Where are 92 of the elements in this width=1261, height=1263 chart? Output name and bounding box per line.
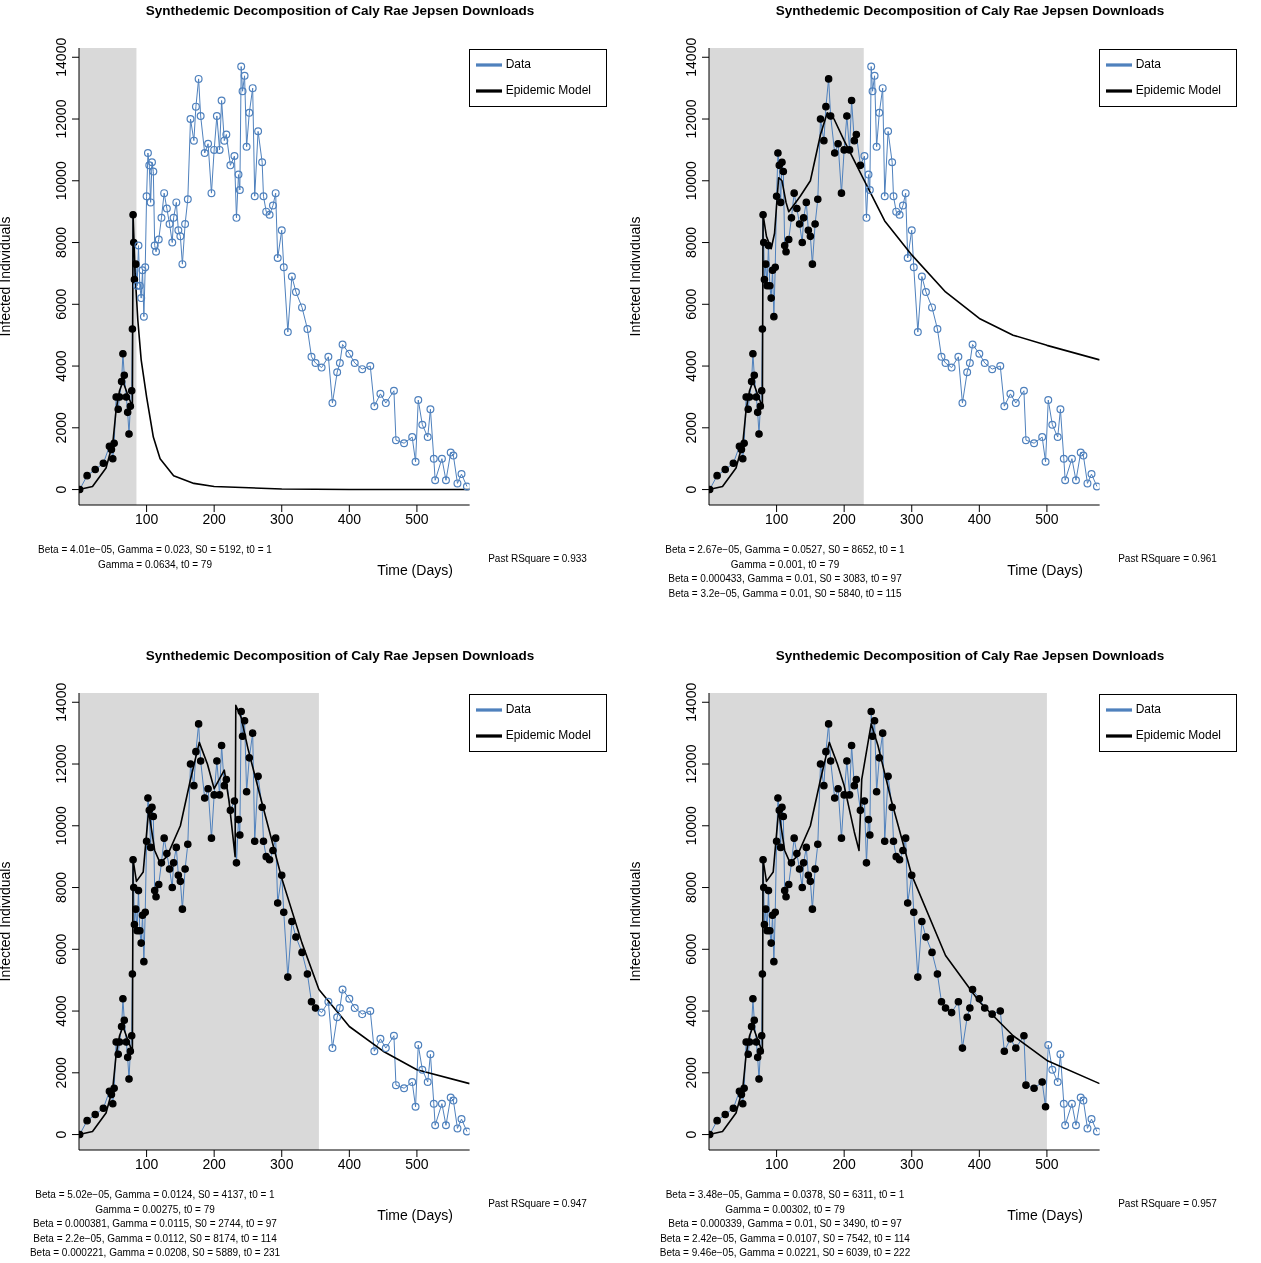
chart-title: Synthedemic Decomposition of Caly Rae Jepsen Downloads <box>774 648 1166 663</box>
legend-label: Epidemic Model <box>1135 728 1221 743</box>
y-tick-label: 4000 <box>53 350 69 382</box>
y-tick-label: 8000 <box>683 226 699 259</box>
y-tick-label: 10000 <box>53 161 69 201</box>
legend-label: Epidemic Model <box>505 728 591 743</box>
y-tick-label: 0 <box>683 485 699 494</box>
y-tick-label: 6000 <box>683 288 699 320</box>
legend-label: Data <box>505 702 531 717</box>
text: Gamma = 0.00302, t0 = 79 <box>724 1202 846 1217</box>
y-tick-label: 2000 <box>683 1057 699 1089</box>
x-tick-label: 300 <box>270 510 294 527</box>
y-tick-label: 8000 <box>683 871 699 904</box>
x-tick-label: 400 <box>967 510 992 527</box>
text: Beta = 2.42e−05, Gamma = 0.0107, S0 = 7542, t0 = 114 <box>659 1231 911 1246</box>
x-tick-label: 400 <box>967 1155 992 1172</box>
x-tick-label: 400 <box>337 510 362 527</box>
text: Beta = 0.000433, Gamma = 0.01, S0 = 3083, t0 = 97 <box>667 572 903 587</box>
text: Past RSquare = 0.947 <box>487 1198 588 1209</box>
y-axis-title: Infected Individuals <box>0 861 13 982</box>
text: Beta = 5.02e−05, Gamma = 0.0124, S0 = 4137, t0 = 1 <box>34 1188 276 1202</box>
legend-label: Data <box>1135 702 1161 717</box>
x-axis-title: Time (Days) <box>1007 562 1083 578</box>
y-tick-label: 14000 <box>683 682 699 722</box>
x-tick-label: 200 <box>202 510 227 527</box>
x-tick-label: 200 <box>202 1155 227 1172</box>
x-axis-title: Time (Days) <box>1007 1207 1083 1223</box>
y-tick-label: 10000 <box>683 806 699 846</box>
y-tick-label: 0 <box>683 1130 699 1139</box>
y-tick-label: 12000 <box>683 744 699 784</box>
y-tick-label: 6000 <box>53 933 69 965</box>
text: Beta = 2.67e−05, Gamma = 0.0527, S0 = 8652, t0 = 1 <box>664 543 906 557</box>
legend-label: Epidemic Model <box>505 83 591 98</box>
text: Beta = 0.000381, Gamma = 0.0115, S0 = 2744, t0 = 97 <box>32 1217 278 1232</box>
x-tick-label: 500 <box>1035 510 1059 527</box>
y-tick-label: 0 <box>53 485 69 494</box>
x-tick-label: 500 <box>405 1155 429 1172</box>
chart-title: Synthedemic Decomposition of Caly Rae Jepsen Downloads <box>144 3 536 18</box>
y-axis-title: Infected Individuals <box>626 216 643 337</box>
x-tick-label: 300 <box>270 1155 294 1172</box>
y-tick-label: 6000 <box>53 288 69 320</box>
x-tick-label: 200 <box>832 510 857 527</box>
y-tick-label: 4000 <box>683 995 699 1027</box>
x-axis-title: Time (Days) <box>377 562 453 578</box>
text: Beta = 3.48e−05, Gamma = 0.0378, S0 = 6311, t0 = 1 <box>664 1188 906 1202</box>
y-tick-label: 12000 <box>53 744 69 784</box>
y-tick-label: 4000 <box>683 350 699 382</box>
y-tick-label: 2000 <box>53 1057 69 1089</box>
y-tick-label: 8000 <box>53 226 69 259</box>
text: Beta = 2.2e−05, Gamma = 0.0112, S0 = 8174, t0 = 114 <box>32 1231 278 1246</box>
chart-title: Synthedemic Decomposition of Caly Rae Jepsen Downloads <box>774 3 1166 18</box>
y-tick-label: 6000 <box>683 933 699 965</box>
y-tick-label: 0 <box>53 1130 69 1139</box>
text: Beta = 3.2e−05, Gamma = 0.01, S0 = 5840, t0 = 115 <box>667 586 903 601</box>
y-tick-label: 8000 <box>53 871 69 904</box>
text: Gamma = 0.0634, t0 = 79 <box>97 557 213 572</box>
y-axis-title: Infected Individuals <box>626 861 643 982</box>
x-tick-label: 100 <box>764 510 789 527</box>
y-tick-label: 10000 <box>683 161 699 201</box>
legend-label: Data <box>1135 57 1161 72</box>
y-tick-label: 2000 <box>683 412 699 444</box>
x-tick-label: 100 <box>134 510 159 527</box>
y-tick-label: 14000 <box>53 682 69 722</box>
y-tick-label: 10000 <box>53 806 69 846</box>
text: Past RSquare = 0.957 <box>1117 1198 1218 1209</box>
text: Beta = 0.000339, Gamma = 0.01, S0 = 3490, t0 = 97 <box>667 1217 903 1232</box>
x-tick-label: 100 <box>764 1155 789 1172</box>
x-tick-label: 500 <box>1035 1155 1059 1172</box>
y-tick-label: 14000 <box>683 37 699 77</box>
text: Gamma = 0.00275, t0 = 79 <box>94 1202 216 1217</box>
y-axis-title: Infected Individuals <box>0 216 13 337</box>
x-tick-label: 400 <box>337 1155 362 1172</box>
x-tick-label: 100 <box>134 1155 159 1172</box>
x-tick-label: 500 <box>405 510 429 527</box>
y-tick-label: 12000 <box>683 99 699 139</box>
y-tick-label: 12000 <box>53 99 69 139</box>
text: Gamma = 0.001, t0 = 79 <box>729 557 841 572</box>
chart-title: Synthedemic Decomposition of Caly Rae Jepsen Downloads <box>144 648 536 663</box>
text: Beta = 4.01e−05, Gamma = 0.023, S0 = 5192, t0 = 1 <box>37 543 273 557</box>
text: Past RSquare = 0.961 <box>1117 553 1218 564</box>
legend-label: Epidemic Model <box>1135 83 1221 98</box>
text: Beta = 0.000221, Gamma = 0.0208, S0 = 5889, t0 = 231 <box>28 1246 282 1261</box>
legend-label: Data <box>505 57 531 72</box>
x-tick-label: 200 <box>832 1155 857 1172</box>
text: Past RSquare = 0.933 <box>487 553 588 564</box>
text: Beta = 9.46e−05, Gamma = 0.0221, S0 = 6039, t0 = 222 <box>658 1246 912 1261</box>
y-tick-label: 4000 <box>53 995 69 1027</box>
y-tick-label: 14000 <box>53 37 69 77</box>
x-tick-label: 300 <box>900 1155 924 1172</box>
x-axis-title: Time (Days) <box>377 1207 453 1223</box>
y-tick-label: 2000 <box>53 412 69 444</box>
x-tick-label: 300 <box>900 510 924 527</box>
